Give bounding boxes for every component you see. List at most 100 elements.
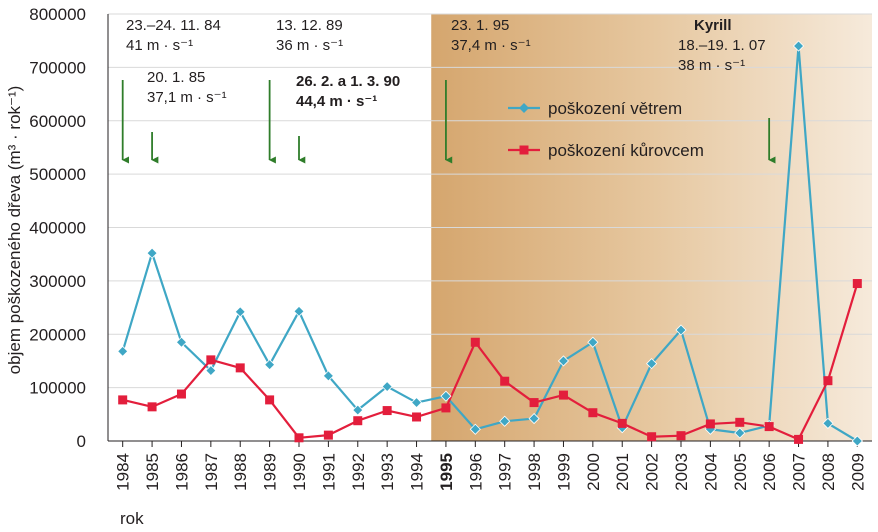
storm-annotations: 23.–24. 11. 84 41 m · s⁻¹ 20. 1. 85 37,1 m … [121,17,776,164]
data-point-beetle [588,408,598,418]
data-point-beetle [176,389,186,399]
x-tick-label: 1998 [525,453,544,491]
data-point-beetle [558,390,568,400]
x-tick-label: 2003 [672,453,691,491]
x-tick-label: 1990 [290,453,309,491]
data-point-wind [822,417,834,429]
data-point-beetle [206,355,216,365]
x-tick-label: 2004 [701,453,720,491]
data-point-beetle [265,395,275,405]
y-tick-label: 700000 [29,58,86,77]
data-point-beetle [647,432,657,442]
x-tick-label: 2006 [760,453,779,491]
data-point-beetle [794,434,804,444]
y-axis-label: objem poškozeného dřeva (m³ · rok⁻¹) [5,86,24,375]
data-point-beetle [470,337,480,347]
data-point-wind [792,40,805,52]
data-point-wind [469,423,481,435]
data-point-wind [675,324,687,336]
data-point-beetle [147,402,157,412]
data-point-wind [264,359,276,371]
data-point-beetle [353,416,363,426]
x-tick-label: 2001 [613,453,632,491]
data-point-wind [410,397,423,409]
annotation-line: 13. 12. 89 [276,17,343,34]
x-tick-label: 1989 [261,453,280,491]
y-tick-label: 300000 [29,272,86,291]
legend-marker [519,103,529,113]
data-point-beetle [735,417,745,427]
x-tick-label: 1995 [437,453,456,491]
x-tick-label: 1997 [496,453,515,491]
data-point-beetle [118,395,128,405]
y-tick-label: 0 [77,432,86,451]
x-tick-label: 2000 [584,453,603,491]
x-tick-label: 1988 [231,453,250,491]
data-point-beetle [823,376,833,386]
x-tick-label: 1992 [349,453,368,491]
legend-label: poškození větrem [548,99,682,118]
data-point-wind [851,435,863,447]
x-tick-label: 2005 [731,453,750,491]
data-point-beetle [705,419,715,429]
data-point-beetle [529,398,539,408]
x-tick-label: 2009 [848,453,867,491]
x-axis-ticks: 1984 1985 1986 1987 1988 1989 1990 1991 1992 1993… [114,441,867,491]
data-point-wind [528,413,540,425]
x-tick-label: 1985 [143,453,162,491]
data-point-beetle [500,376,510,386]
y-tick-label: 500000 [29,165,86,184]
data-point-beetle [764,422,774,432]
data-point-wind [117,345,129,357]
data-point-wind [234,306,246,318]
data-point-beetle [441,403,451,413]
data-point-beetle [382,406,392,416]
axes [107,14,872,442]
annotation-line: 37,4 m · s⁻¹ [451,37,531,54]
data-point-wind [646,358,658,370]
data-point-wind [322,370,334,382]
gridlines [108,13,872,389]
y-tick-label: 200000 [29,325,86,344]
series-markers [117,40,863,447]
x-tick-label: 2002 [643,453,662,491]
annotation-line: 41 m · s⁻¹ [126,37,193,54]
data-point-wind [381,380,393,393]
y-tick-label: 800000 [29,5,86,24]
y-tick-label: 100000 [29,379,86,398]
annotation-line: 38 m · s⁻¹ [678,57,745,74]
y-tick-label: 400000 [29,219,86,238]
x-tick-label: 1993 [378,453,397,491]
x-tick-label: 2007 [790,453,809,491]
x-tick-label: 1986 [172,453,191,491]
data-point-beetle [852,279,862,289]
data-point-wind [734,427,746,439]
data-point-beetle [323,430,333,440]
x-tick-label: 1999 [554,453,573,491]
data-point-wind [146,247,158,259]
data-point-wind [175,336,188,348]
x-axis-label: rok [120,509,144,528]
data-point-beetle [617,418,627,428]
annotation-line: 36 m · s⁻¹ [276,37,343,54]
annotation-line: 23.–24. 11. 84 [126,17,221,34]
legend-marker [519,145,529,155]
x-tick-label: 1994 [408,453,427,491]
annotation-line: 18.–19. 1. 07 [678,37,766,54]
x-tick-label: 1984 [114,453,133,491]
data-point-wind [205,364,217,377]
series-line-1 [122,283,859,441]
annotation-line: 44,4 m · s⁻¹ [296,93,377,110]
annotation-line: Kyrill [694,17,732,34]
x-tick-label: 1996 [466,453,485,491]
legend: poškození větrem poškození kůrovcem [508,99,704,160]
data-point-wind [293,305,305,317]
x-tick-label: 2008 [819,453,838,491]
annotation-line: 20. 1. 85 [147,69,205,86]
annotation-line: 26. 2. a 1. 3. 90 [296,73,400,90]
x-tick-label: 1991 [319,453,338,491]
y-axis-ticks: 0 100000 200000 300000 400000 500000 600000 700… [29,5,86,451]
data-point-beetle [412,412,422,422]
data-point-wind [499,415,511,427]
